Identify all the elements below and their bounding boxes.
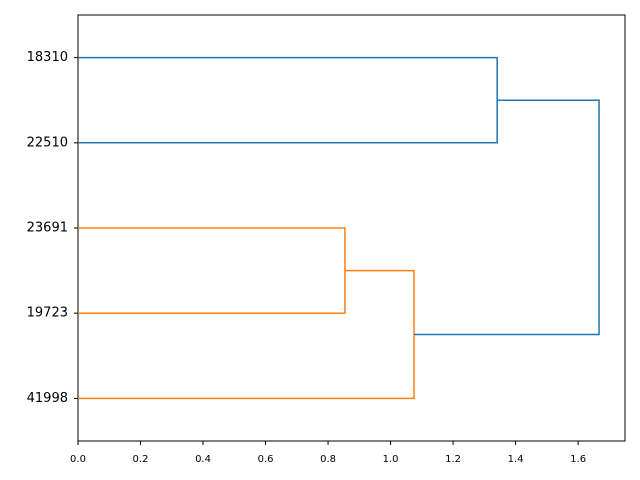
x-tick-label: 0.4 [195,454,211,465]
x-tick-label: 1.0 [383,454,399,465]
x-tick-label: 1.2 [445,454,461,465]
x-tick-label: 1.6 [570,454,586,465]
link [414,99,600,336]
leaf-label: 22510 [27,135,68,150]
leaf-label: 41998 [27,391,68,406]
leaf-label: 19723 [27,306,68,321]
x-tick-label: 0.2 [133,454,149,465]
x-tick-label: 0.0 [70,454,86,465]
link [78,269,415,400]
link [78,227,346,314]
leaf-label: 18310 [27,50,68,65]
x-tick-label: 0.8 [320,454,336,465]
leaf-label: 23691 [27,221,68,236]
x-tick-label: 0.6 [258,454,274,465]
link [78,56,498,144]
x-tick-label: 1.4 [508,454,524,465]
